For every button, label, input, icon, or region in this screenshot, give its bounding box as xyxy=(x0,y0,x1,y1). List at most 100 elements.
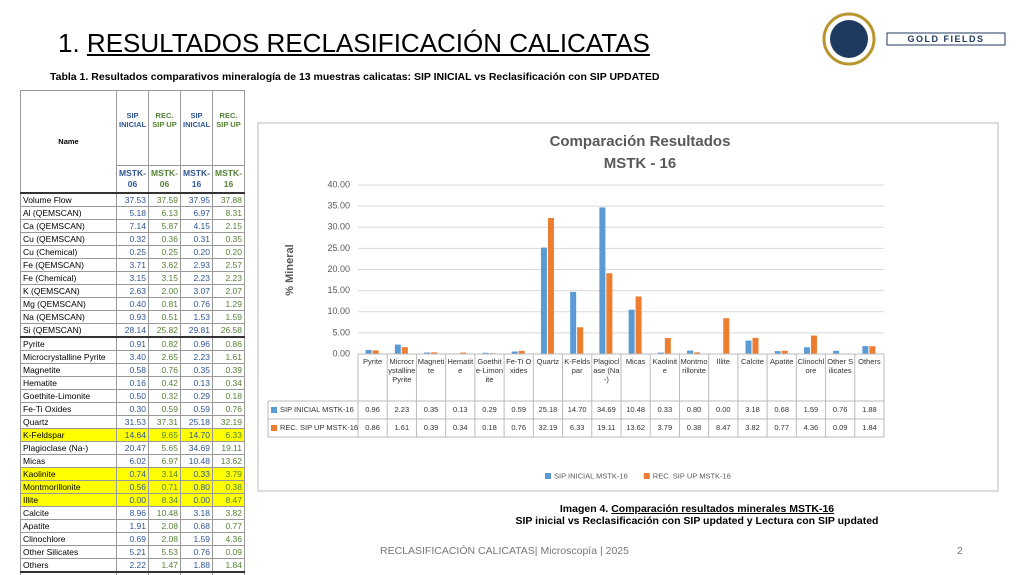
category-cell: Pyrite xyxy=(363,357,383,366)
category-cell: Other Silicates xyxy=(827,357,853,375)
bar xyxy=(657,352,664,354)
data-table-value: 2.23 xyxy=(395,405,410,414)
category-cell: Calcite xyxy=(741,357,764,366)
x-tick-label: Others xyxy=(858,357,881,366)
bar xyxy=(547,217,554,354)
bar xyxy=(774,351,781,354)
table-cell: 0.33 xyxy=(180,467,213,481)
data-table-series-name: SIP INICIAL MSTK-16 xyxy=(280,405,354,414)
table-row: Fe-Ti Oxides 0.30 0.59 0.59 0.76 xyxy=(20,402,245,416)
bar xyxy=(570,291,577,354)
bar xyxy=(723,318,730,354)
category-cell: Illite xyxy=(717,357,730,366)
y-tick-label: 25.00 xyxy=(327,243,350,253)
bar xyxy=(540,247,547,354)
y-tick-label: 35.00 xyxy=(327,201,350,211)
y-axis-label: % Mineral xyxy=(284,244,296,295)
category-cell: Others xyxy=(858,357,881,366)
category-cell: Plagioclase (Na-) xyxy=(593,357,619,384)
x-tick-label: Microcrystalline Pyrite xyxy=(388,357,416,384)
x-tick-label: Pyrite xyxy=(363,357,383,366)
data-table-value: 0.09 xyxy=(833,423,848,432)
bar xyxy=(482,352,489,354)
data-table-value: 0.68 xyxy=(774,405,789,414)
data-table-value: 3.18 xyxy=(745,405,760,414)
bar xyxy=(365,349,372,354)
data-table-value: 6.33 xyxy=(570,423,585,432)
data-table-value: 14.70 xyxy=(568,405,587,414)
y-tick-label: 15.00 xyxy=(327,285,350,295)
bar xyxy=(606,273,613,354)
data-table-value: 0.13 xyxy=(453,405,468,414)
table-cell: 0.93 xyxy=(116,310,149,324)
bar xyxy=(635,296,642,354)
bar xyxy=(781,350,788,354)
data-table-value: 3.82 xyxy=(745,423,760,432)
chart-title: Comparación Resultados xyxy=(550,133,731,150)
bar xyxy=(745,340,752,354)
results-table: Name SIP INICIAL REC. SIP UP SIP INICIAL REC… xyxy=(20,90,245,575)
caption-label: Imagen 4. xyxy=(559,503,609,515)
table-row: Apatite 1.91 2.08 0.68 0.77 xyxy=(20,519,245,533)
title-number: 1. xyxy=(58,28,80,58)
bar xyxy=(372,350,379,354)
table-row: Fe (QEMSCAN) 3.71 3.62 2.93 2.57 xyxy=(20,258,245,272)
bar xyxy=(511,351,518,354)
x-tick-label: K-Feldspar xyxy=(564,357,591,375)
bar xyxy=(577,327,584,354)
table-cell: 3.79 xyxy=(212,467,245,481)
bar xyxy=(401,347,408,354)
data-table-value: 34.69 xyxy=(597,405,616,414)
legend-label: SIP INICIAL MSTK-16 xyxy=(554,471,628,480)
y-tick-label: 5.00 xyxy=(332,327,350,337)
category-cell: Hematite xyxy=(447,357,473,375)
table-cell: 0.00 xyxy=(116,493,149,507)
footer-text: RECLASIFICACIÓN CALICATAS| Microscopía |… xyxy=(380,545,629,557)
x-tick-label: Goethite-Limonite xyxy=(475,357,504,384)
legend-label: REC. SIP UP MSTK-16 xyxy=(653,471,731,480)
x-tick-label: Magnetite xyxy=(417,357,445,375)
data-table-value: 8.47 xyxy=(716,423,731,432)
table-row: Illite 0.00 8.34 0.00 8.47 xyxy=(20,493,245,507)
data-table-value: 1.61 xyxy=(395,423,410,432)
bar xyxy=(664,337,671,354)
chart-frame xyxy=(257,122,999,492)
bar xyxy=(394,344,401,354)
table-row: Kaolinite 0.74 3.14 0.33 3.79 xyxy=(20,467,245,481)
category-cell: Apatite xyxy=(770,357,793,366)
sample-cell: MSTK-16 xyxy=(212,165,245,194)
table-row: Na (QEMSCAN) 0.93 0.51 1.53 1.59 xyxy=(20,310,245,324)
table-cell: 3.14 xyxy=(148,467,181,481)
data-table-value: 1.84 xyxy=(862,423,877,432)
data-table-value: 0.77 xyxy=(774,423,789,432)
category-cell: Goethite-Limonite xyxy=(475,357,504,384)
category-cell: Montmorillonite xyxy=(681,357,708,375)
data-table-value: 32.19 xyxy=(539,423,558,432)
header-cell: Name xyxy=(20,90,117,194)
bar xyxy=(869,346,876,354)
header-row: Name SIP INICIAL REC. SIP UP SIP INICIAL REC… xyxy=(20,90,245,194)
table-cell: 14.64 xyxy=(116,428,149,442)
table-row: Plagioclase (Na-) 20.47 5.65 34.69 19.11 xyxy=(20,441,245,455)
category-cell: Microcrystalline Pyrite xyxy=(388,357,416,384)
table-cell: 1.53 xyxy=(180,310,213,324)
data-table-value: 0.80 xyxy=(687,405,702,414)
table-cell: 0.18 xyxy=(212,389,245,403)
sample-cell: MSTK-06 xyxy=(116,165,149,194)
y-tick-label: 10.00 xyxy=(327,306,350,316)
y-tick-label: 30.00 xyxy=(327,222,350,232)
table-row: K-Feldspar 14.64 9.65 14.70 6.33 xyxy=(20,428,245,442)
table-cell: 14.70 xyxy=(180,428,213,442)
title-text: RESULTADOS RECLASIFICACIÓN CALICATAS xyxy=(86,28,650,58)
table-cell: 1.59 xyxy=(212,310,245,324)
logo-text: GOLD FIELDS xyxy=(908,34,985,44)
bar xyxy=(431,352,438,354)
legend-marker xyxy=(545,473,551,479)
data-table-value: 0.96 xyxy=(365,405,380,414)
row-name: Other Silicates xyxy=(20,545,117,559)
logo: GOLD FIELDS xyxy=(822,12,1006,66)
data-table-series-name: REC. SIP UP MSTK-16 xyxy=(280,423,358,432)
y-tick-label: 40.00 xyxy=(327,179,350,189)
